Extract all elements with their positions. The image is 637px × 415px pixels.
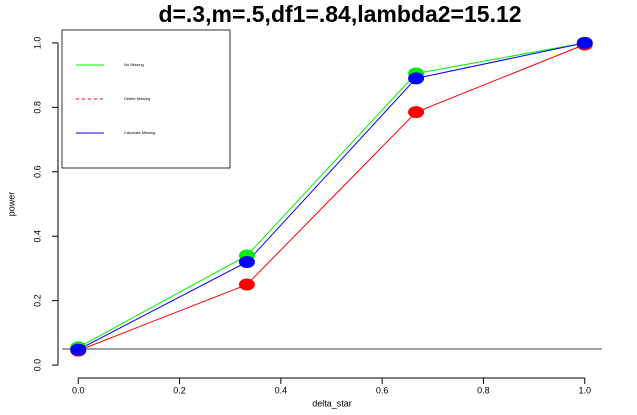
legend-box [61, 29, 231, 169]
series-line [78, 42, 585, 348]
y-tick-label: 0.0 [32, 359, 42, 372]
y-axis-label: power [6, 192, 16, 217]
legend-label: Delete Missing [124, 96, 150, 101]
point [408, 72, 425, 85]
y-tick-label: 0.4 [32, 230, 42, 243]
legend-label: Calculate Missing [124, 130, 155, 135]
point [238, 278, 255, 291]
x-tick-label: 0.6 [376, 385, 389, 395]
point [70, 343, 87, 356]
x-tick-label: 0.8 [477, 385, 490, 395]
point [408, 106, 425, 119]
y-tick-label: 0.2 [32, 294, 42, 307]
y-tick-label: 0.6 [32, 166, 42, 179]
x-axis-label: delta_star [312, 398, 352, 408]
y-tick-label: 1.0 [32, 37, 42, 50]
series-line [78, 44, 585, 352]
x-tick-label: 0.2 [173, 385, 186, 395]
point [238, 256, 255, 268]
point [576, 36, 593, 49]
x-tick-label: 0.4 [275, 385, 288, 395]
x-tick-label: 1.0 [578, 385, 591, 395]
x-tick-label: 0.0 [72, 385, 85, 395]
chart-title: d=.3,m=.5,df1=.84,lambda2=15.12 [158, 1, 521, 27]
y-tick-label: 0.8 [32, 101, 42, 114]
series-line [78, 42, 585, 351]
legend-label: No Missing [124, 62, 144, 67]
